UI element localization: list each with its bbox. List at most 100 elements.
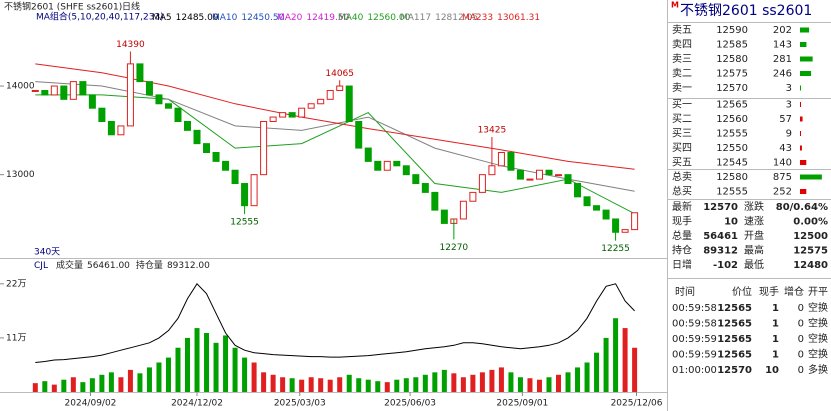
- ma-legend: MA117 12812.05: [400, 13, 478, 23]
- candle: [31, 89, 39, 92]
- volume-bar: [546, 377, 552, 392]
- candle: [621, 229, 629, 233]
- candle: [336, 85, 344, 91]
- candle: [231, 169, 239, 185]
- book-volume: 43: [779, 143, 792, 154]
- book-price: 12570: [716, 83, 748, 94]
- volume-bar: [213, 342, 219, 392]
- volume-bar: [280, 377, 286, 392]
- candle: [345, 85, 353, 122]
- trade-cell: 12565: [717, 303, 752, 314]
- trade-cell: 01:00:00: [672, 365, 717, 376]
- candle: [602, 209, 610, 220]
- trade-cell: 1: [772, 350, 779, 361]
- book-bar: [800, 160, 807, 165]
- candle: [545, 169, 553, 176]
- candle: [60, 85, 68, 100]
- stat-value: 89312: [703, 246, 738, 257]
- book-label: 卖二: [672, 68, 692, 80]
- candle: [203, 143, 211, 154]
- volume-bar: [165, 357, 171, 392]
- volume-bar: [556, 374, 562, 392]
- book-label: 买四: [672, 142, 692, 154]
- volume-bar: [251, 362, 257, 392]
- volume-bar: [394, 379, 400, 392]
- book-bar: [800, 131, 801, 136]
- volume-legend: CJL 成交量 56461.00 持仓量 89312.00: [34, 259, 210, 271]
- candle: [478, 174, 486, 193]
- volume-bar: [498, 367, 504, 392]
- ma-line: [35, 81, 635, 192]
- oi-label: 持仓量: [136, 259, 163, 271]
- volume-bar: [622, 328, 628, 392]
- ma-value: 12485.00: [176, 13, 219, 23]
- volume-bar: [318, 378, 324, 392]
- trade-cell: 1: [772, 334, 779, 345]
- volume-bar: [270, 374, 276, 392]
- candle: [564, 174, 572, 185]
- book-price: 12580: [716, 172, 748, 183]
- span-label: 340天: [34, 248, 60, 258]
- candle: [260, 120, 268, 176]
- candle: [431, 191, 439, 211]
- stat-label: 现手: [672, 215, 692, 228]
- candle: [631, 212, 639, 231]
- trade-cell: 空换: [808, 332, 828, 345]
- volume-bar: [527, 378, 533, 392]
- book-volume: 202: [773, 25, 792, 36]
- extreme-label: 14065: [325, 69, 354, 79]
- stat-label: 总量: [672, 229, 692, 242]
- candle: [469, 191, 477, 202]
- trade-cell: 00:59:58: [672, 319, 717, 330]
- trade-cell: 1: [772, 319, 779, 330]
- volume-bar: [594, 352, 600, 392]
- trade-cell: 0: [798, 334, 804, 345]
- trade-cell: 空换: [808, 317, 828, 330]
- stat-label: 开盘: [744, 229, 764, 242]
- candle: [535, 169, 543, 180]
- volume-bar: [375, 381, 381, 392]
- candle: [98, 107, 106, 122]
- ma-value: 12419.50: [306, 13, 349, 23]
- book-bar: [800, 56, 813, 62]
- volume-bar: [384, 382, 390, 392]
- volume-bar: [517, 377, 523, 392]
- candle: [526, 178, 534, 181]
- badge: M: [671, 1, 679, 10]
- trade-cell: 0: [798, 350, 804, 361]
- y-tick-label: 13000: [6, 170, 35, 180]
- candle: [440, 209, 448, 224]
- ma-value: 12812.05: [435, 13, 478, 23]
- candle: [69, 81, 77, 100]
- volume-bar: [508, 372, 514, 392]
- volume-bar: [422, 374, 428, 392]
- ma-name: MA233: [462, 13, 493, 23]
- book-bar: [800, 145, 802, 151]
- stat-label: 最新: [672, 200, 692, 213]
- oi-value: 89312.00: [167, 261, 210, 271]
- indicator: MA组合(5,10,20,40,117,233): [36, 11, 164, 23]
- stat-value: 0.00%: [793, 217, 828, 228]
- volume-bar: [146, 367, 152, 392]
- candle: [107, 120, 115, 136]
- candle: [279, 112, 287, 118]
- y-tick-label: 22万: [6, 279, 26, 289]
- volume-bar: [460, 377, 466, 392]
- volume-bar: [308, 377, 314, 392]
- trade-header: 增仓: [784, 285, 804, 298]
- stat-label: 速涨: [744, 216, 764, 228]
- candle: [298, 107, 306, 118]
- book-bar: [800, 85, 801, 91]
- book-volume: 3: [786, 100, 792, 111]
- trade-cell: 空换: [808, 348, 828, 361]
- stat-value: 12570: [703, 202, 738, 213]
- ma-name: MA10: [212, 13, 238, 23]
- book-price: 12590: [716, 25, 748, 36]
- trade-cell: 1: [772, 303, 779, 314]
- book-volume: 57: [779, 114, 792, 125]
- volume-indicator: CJL: [34, 261, 48, 271]
- extreme-label: 13425: [478, 126, 507, 136]
- book-label: 买二: [672, 113, 692, 125]
- candle: [574, 183, 582, 198]
